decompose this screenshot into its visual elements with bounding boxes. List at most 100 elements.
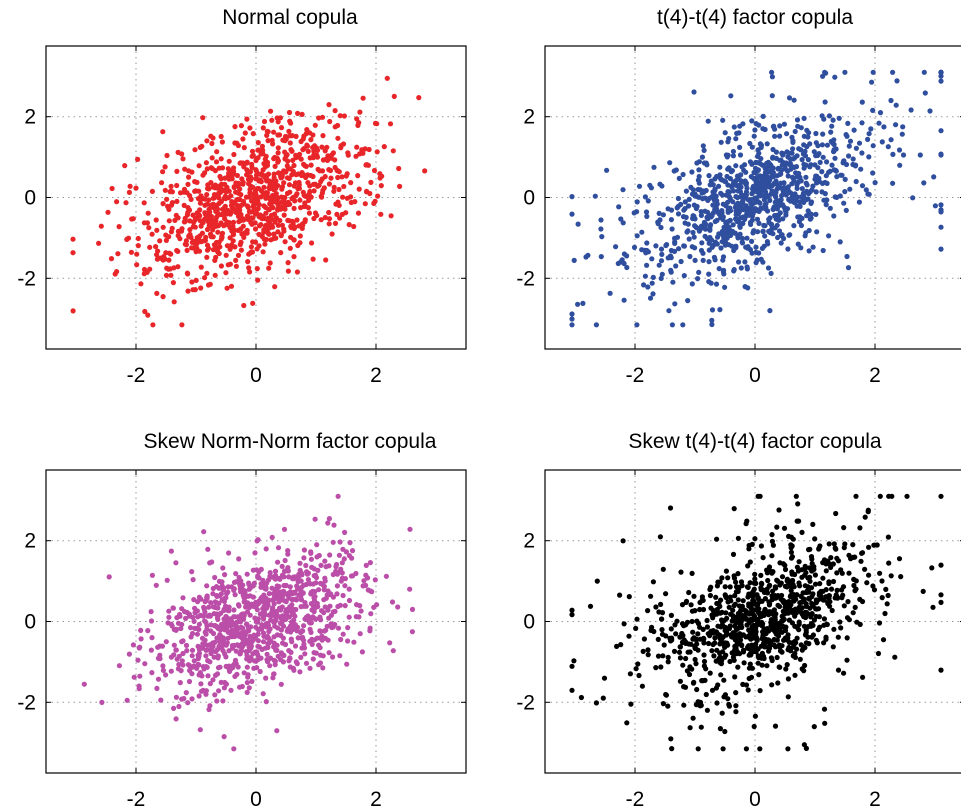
data-point bbox=[202, 196, 208, 202]
data-point bbox=[871, 587, 878, 593]
data-point bbox=[731, 124, 737, 130]
data-point bbox=[407, 526, 413, 532]
data-point bbox=[755, 147, 761, 153]
data-point bbox=[885, 144, 891, 150]
data-point bbox=[407, 586, 413, 592]
data-point bbox=[124, 236, 130, 242]
data-point bbox=[311, 181, 317, 187]
data-point bbox=[718, 211, 725, 217]
data-point bbox=[396, 165, 402, 172]
data-point bbox=[733, 709, 739, 715]
data-point bbox=[777, 133, 783, 139]
data-point bbox=[859, 598, 866, 605]
data-point bbox=[740, 598, 746, 604]
data-point bbox=[769, 188, 775, 194]
data-point bbox=[180, 662, 186, 668]
data-point bbox=[846, 617, 853, 623]
data-point bbox=[778, 180, 784, 186]
data-point bbox=[773, 181, 779, 187]
data-point bbox=[191, 658, 197, 664]
data-point bbox=[264, 178, 270, 184]
data-point bbox=[250, 300, 256, 306]
data-point bbox=[680, 632, 686, 639]
data-point bbox=[207, 560, 213, 566]
data-point bbox=[340, 592, 346, 599]
data-point bbox=[683, 188, 690, 194]
data-point bbox=[754, 257, 760, 263]
data-point bbox=[299, 111, 305, 117]
data-point bbox=[805, 208, 811, 214]
data-point bbox=[694, 686, 700, 693]
data-point bbox=[363, 162, 369, 168]
data-point bbox=[668, 626, 674, 632]
data-point bbox=[205, 673, 211, 679]
data-point bbox=[807, 578, 813, 584]
data-point bbox=[799, 529, 805, 536]
data-point bbox=[327, 552, 333, 558]
data-point bbox=[763, 173, 769, 179]
data-point bbox=[695, 631, 701, 637]
data-point bbox=[254, 607, 260, 613]
data-point bbox=[218, 156, 224, 162]
data-point bbox=[772, 133, 778, 139]
data-point bbox=[758, 543, 765, 549]
data-point bbox=[258, 222, 264, 228]
data-point bbox=[155, 644, 161, 650]
data-point bbox=[816, 590, 823, 596]
data-point bbox=[780, 202, 786, 208]
data-point bbox=[757, 160, 763, 167]
data-point bbox=[275, 119, 281, 125]
data-point bbox=[272, 576, 278, 582]
data-point bbox=[252, 188, 258, 195]
data-point bbox=[782, 566, 789, 573]
data-point bbox=[738, 184, 744, 190]
data-point bbox=[742, 178, 748, 184]
data-point bbox=[747, 247, 754, 253]
data-point bbox=[831, 137, 837, 143]
data-point bbox=[659, 183, 665, 189]
data-point bbox=[273, 235, 279, 241]
data-point bbox=[246, 685, 252, 691]
data-point bbox=[812, 536, 818, 542]
data-point bbox=[617, 592, 623, 598]
data-point bbox=[215, 665, 222, 671]
data-point bbox=[252, 239, 259, 245]
data-point bbox=[149, 188, 155, 194]
data-point bbox=[213, 218, 219, 224]
data-point bbox=[782, 625, 788, 631]
data-point bbox=[138, 627, 144, 634]
data-point bbox=[201, 606, 207, 612]
data-point bbox=[294, 217, 300, 223]
data-point bbox=[286, 182, 293, 188]
data-point bbox=[717, 634, 723, 640]
data-point bbox=[210, 184, 216, 190]
data-point bbox=[755, 179, 762, 185]
data-point bbox=[346, 597, 353, 604]
data-point bbox=[675, 195, 682, 202]
data-point bbox=[650, 274, 656, 280]
data-point bbox=[266, 206, 272, 213]
data-point bbox=[754, 189, 761, 195]
data-point bbox=[326, 615, 332, 621]
data-point bbox=[346, 553, 352, 559]
data-point bbox=[713, 685, 720, 691]
data-point bbox=[599, 234, 605, 240]
data-point bbox=[832, 155, 838, 161]
data-point bbox=[737, 224, 743, 230]
data-point bbox=[195, 614, 201, 620]
data-point bbox=[841, 158, 847, 164]
data-point bbox=[701, 652, 707, 658]
data-point bbox=[222, 627, 228, 633]
data-point bbox=[324, 157, 331, 163]
data-point bbox=[639, 229, 645, 235]
data-point bbox=[846, 143, 852, 149]
data-point bbox=[409, 606, 416, 613]
data-point bbox=[167, 189, 173, 195]
data-point bbox=[896, 147, 903, 153]
data-point bbox=[618, 642, 624, 648]
data-point bbox=[785, 694, 791, 700]
data-point bbox=[333, 568, 339, 574]
data-point bbox=[810, 183, 816, 189]
chart-skew-norm-factor-copula: -2 0 2-202 bbox=[17, 469, 467, 811]
data-point bbox=[237, 651, 243, 657]
